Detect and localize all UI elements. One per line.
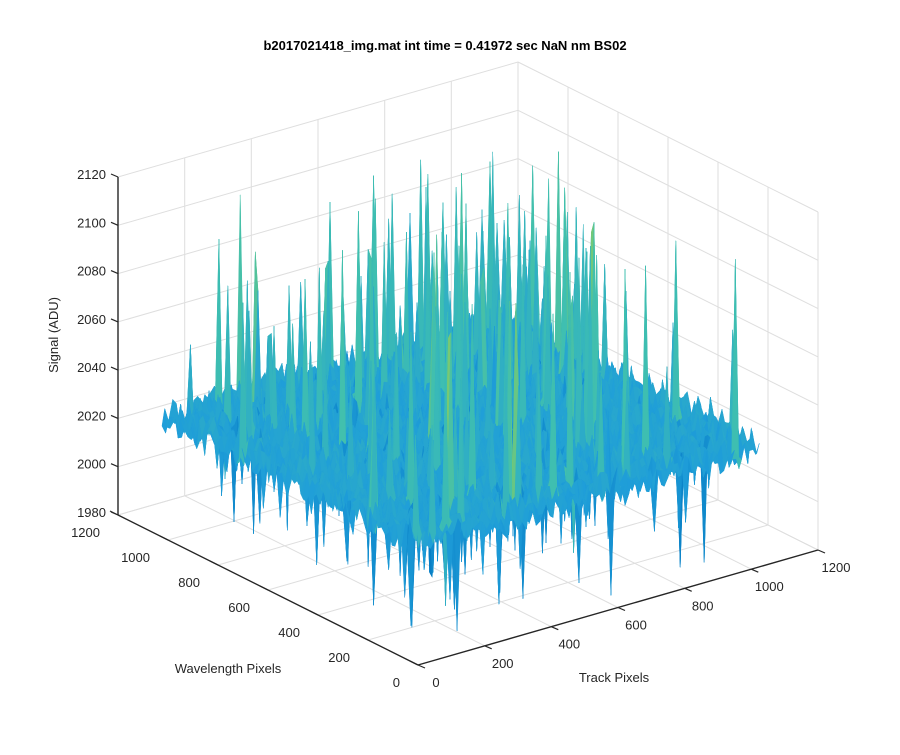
surface-patch: [403, 232, 409, 392]
